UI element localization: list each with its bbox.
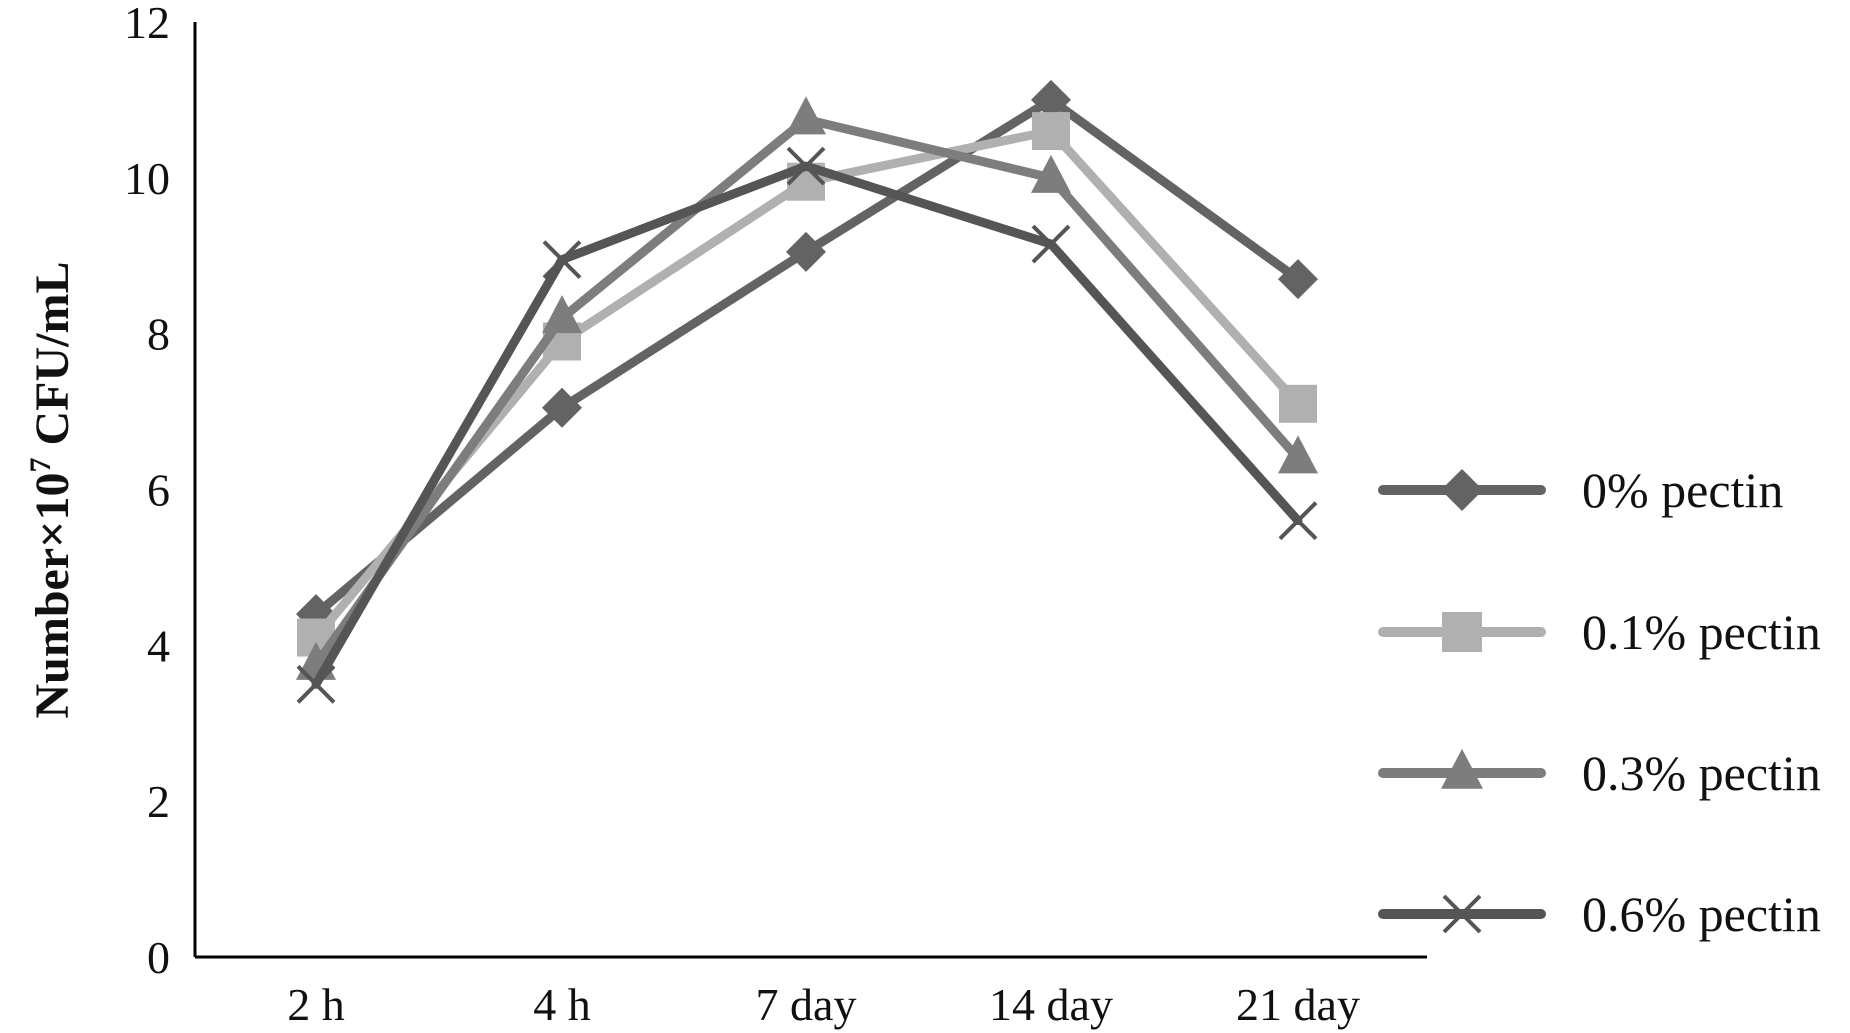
data-point-diamond	[542, 387, 582, 428]
y-tick-label: 10	[124, 153, 170, 204]
legend-label: 0.3% pectin	[1582, 745, 1821, 801]
legend-label: 0.6% pectin	[1582, 886, 1821, 942]
x-tick-label: 4 h	[533, 979, 591, 1030]
y-axis-title: Number×107 CFU/mL	[24, 262, 79, 719]
data-point-x	[786, 146, 826, 186]
legend-marker-triangle	[1441, 748, 1483, 789]
data-point-x	[296, 664, 336, 704]
series-square	[297, 112, 1317, 657]
data-point-diamond	[1031, 79, 1071, 120]
y-tick-label: 12	[124, 0, 170, 48]
data-point-diamond	[1278, 259, 1318, 300]
data-point-triangle	[1278, 435, 1318, 474]
svg-text:Number×107 CFU/mL: Number×107 CFU/mL	[24, 262, 79, 719]
y-axis-title-unit: CFU/mL	[26, 262, 79, 458]
y-axis-title-exponent: 7	[24, 457, 57, 472]
legend-marker-square	[1442, 612, 1482, 652]
series-triangle	[296, 96, 1318, 680]
data-point-square	[1279, 384, 1317, 423]
data-point-triangle	[542, 295, 582, 334]
legend-item: 0% pectin	[1378, 462, 1783, 518]
data-point-x	[542, 240, 582, 280]
legend: 0% pectin 0.1% pectin 0.3% pectin 0.6% pect…	[1378, 462, 1821, 942]
x-tick-labels: 2 h 4 h 7 day 14 day 21 day	[287, 979, 1360, 1030]
y-tick-label: 0	[147, 932, 170, 983]
y-tick-labels: 0 2 4 6 8 10 12	[124, 0, 170, 983]
legend-item: 0.3% pectin	[1378, 745, 1821, 801]
legend-marker-x	[1442, 894, 1482, 934]
x-tick-label: 14 day	[989, 979, 1113, 1030]
x-tick-label: 2 h	[287, 979, 345, 1030]
data-point-square	[1032, 112, 1070, 151]
y-tick-label: 8	[147, 309, 170, 360]
legend-item: 0.1% pectin	[1378, 604, 1821, 660]
series-x	[296, 146, 1318, 704]
series-line	[311, 114, 1303, 670]
y-tick-label: 6	[147, 465, 170, 516]
x-tick-label: 21 day	[1236, 979, 1360, 1030]
legend-label: 0% pectin	[1582, 462, 1783, 518]
y-axis-title-main: Number×10	[26, 472, 79, 718]
data-point-triangle	[786, 96, 826, 135]
series-layer	[296, 79, 1318, 704]
legend-item: 0.6% pectin	[1378, 886, 1821, 942]
data-point-diamond	[786, 231, 826, 272]
series-line	[311, 126, 1303, 643]
x-tick-label: 7 day	[756, 979, 857, 1030]
data-point-x	[1278, 501, 1318, 541]
data-point-x	[1031, 224, 1071, 264]
legend-marker-diamond	[1441, 469, 1483, 511]
y-tick-label: 2	[147, 776, 170, 827]
data-point-triangle	[1031, 154, 1071, 193]
y-tick-label: 4	[147, 620, 170, 671]
legend-label: 0.1% pectin	[1582, 604, 1821, 660]
